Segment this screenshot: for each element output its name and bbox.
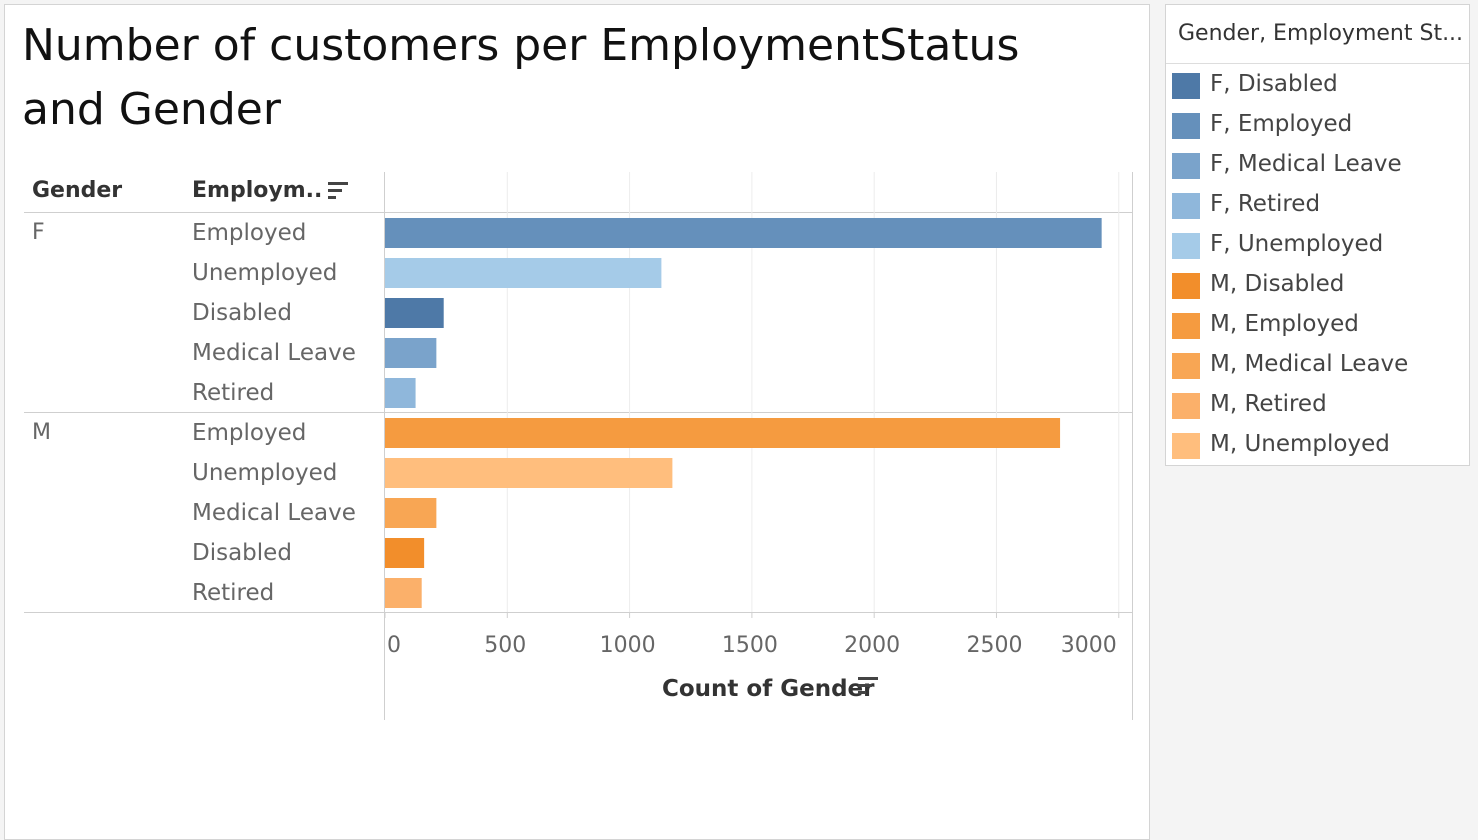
x-tick-label: 2000 — [844, 633, 900, 658]
plot-left-border — [384, 172, 385, 720]
legend-title: Gender, Employment St... — [1178, 21, 1463, 46]
chart-title: Number of customers per EmploymentStatus… — [22, 20, 1020, 135]
legend: Gender, Employment St... F, Disabled F, E… — [1165, 4, 1470, 466]
x-tick-label: 2500 — [966, 633, 1022, 658]
legend-swatch — [1172, 313, 1200, 339]
legend-swatch — [1172, 113, 1200, 139]
x-axis-title[interactable]: Count of Gender — [662, 676, 875, 702]
bottom-divider — [24, 612, 1132, 613]
legend-divider — [1166, 63, 1469, 64]
bar-f-unemployed[interactable] — [385, 258, 662, 288]
bar-f-disabled[interactable] — [385, 298, 444, 328]
legend-swatch — [1172, 393, 1200, 419]
row-label: Unemployed — [192, 460, 338, 486]
legend-label: M, Unemployed — [1210, 431, 1390, 457]
legend-swatch — [1172, 193, 1200, 219]
legend-label: M, Employed — [1210, 311, 1359, 337]
row-label: Retired — [192, 580, 275, 606]
legend-swatch — [1172, 73, 1200, 99]
row-label: Medical Leave — [192, 500, 356, 526]
bar-f-medical-leave[interactable] — [385, 338, 437, 368]
employment-column-header[interactable]: Employm.. — [192, 178, 323, 203]
legend-label: F, Retired — [1210, 191, 1321, 217]
gender-column-header[interactable]: Gender — [32, 178, 123, 203]
legend-label: M, Disabled — [1210, 271, 1345, 297]
row-label: Medical Leave — [192, 340, 356, 366]
group-divider — [24, 412, 1132, 413]
sort-icon[interactable] — [328, 182, 350, 200]
header-divider — [24, 212, 1132, 213]
gender-label-f: F — [32, 220, 45, 245]
x-tick-label: 3000 — [1061, 633, 1117, 658]
legend-swatch — [1172, 153, 1200, 179]
row-label: Unemployed — [192, 260, 338, 286]
x-tick-label: 1500 — [722, 633, 778, 658]
bar-m-employed[interactable] — [385, 418, 1061, 448]
legend-label: F, Medical Leave — [1210, 151, 1402, 177]
row-label: Disabled — [192, 300, 292, 326]
bar-f-employed[interactable] — [385, 218, 1102, 248]
legend-swatch — [1172, 433, 1200, 459]
legend-label: F, Unemployed — [1210, 231, 1384, 257]
sort-icon[interactable] — [858, 677, 880, 695]
bar-m-disabled[interactable] — [385, 538, 425, 568]
bar-f-retired[interactable] — [385, 378, 416, 408]
legend-swatch — [1172, 273, 1200, 299]
bar-m-unemployed[interactable] — [385, 458, 673, 488]
legend-label: F, Disabled — [1210, 71, 1338, 97]
x-tick-label: 1000 — [600, 633, 656, 658]
bar-m-medical-leave[interactable] — [385, 498, 437, 528]
bar-chart-plot: 0 500 1000 1500 2000 2500 3000 — [384, 172, 1120, 658]
legend-swatch — [1172, 233, 1200, 259]
x-tick-label: 500 — [484, 633, 526, 658]
row-label: Employed — [192, 420, 307, 446]
legend-label: M, Retired — [1210, 391, 1327, 417]
legend-swatch — [1172, 353, 1200, 379]
gender-label-m: M — [32, 420, 51, 445]
row-label: Retired — [192, 380, 275, 406]
bar-m-retired[interactable] — [385, 578, 422, 608]
x-tick-label: 0 — [387, 633, 401, 658]
row-label: Employed — [192, 220, 307, 246]
legend-label: M, Medical Leave — [1210, 351, 1409, 377]
legend-label: F, Employed — [1210, 111, 1353, 137]
plot-right-border — [1132, 172, 1133, 720]
row-label: Disabled — [192, 540, 292, 566]
